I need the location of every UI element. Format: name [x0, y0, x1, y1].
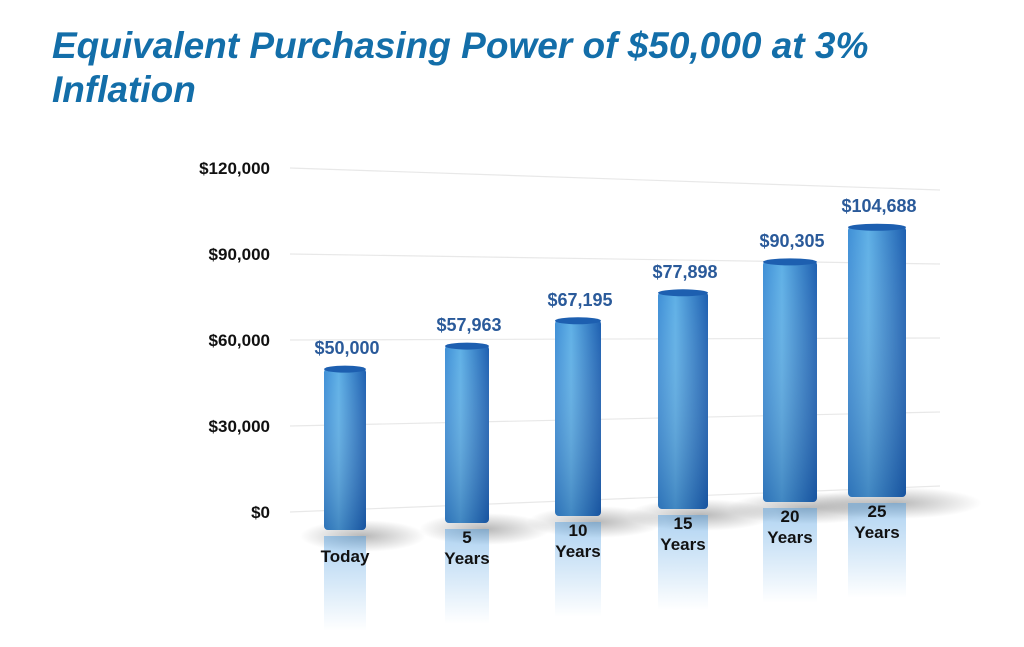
y-tick-label: $0 — [251, 503, 270, 522]
bar-shade — [445, 345, 489, 523]
bar-cap — [324, 365, 366, 373]
y-tick-label: $120,000 — [199, 159, 270, 178]
category-label: Years — [444, 549, 489, 568]
bar-cap — [555, 317, 601, 325]
bar-shade — [763, 260, 817, 502]
category-label: Years — [854, 523, 899, 542]
data-label: $67,195 — [547, 290, 612, 310]
category-label: 10 — [569, 521, 588, 540]
bars — [324, 223, 906, 530]
data-label: $104,688 — [841, 196, 916, 216]
category-label: Years — [555, 542, 600, 561]
bar-reflection — [763, 508, 817, 603]
bar-reflection — [555, 522, 601, 617]
category-label: 5 — [462, 528, 471, 547]
y-axis: $0 $30,000 $60,000 $90,000 $120,000 — [199, 159, 270, 522]
y-tick-label: $90,000 — [209, 245, 270, 264]
bar-shadows — [300, 487, 982, 631]
bar-reflection — [658, 515, 708, 610]
bar-shade — [324, 368, 366, 530]
slide-title: Equivalent Purchasing Power of $50,000 a… — [52, 25, 869, 110]
bar-reflection — [324, 536, 366, 631]
bar-shade — [555, 319, 601, 516]
category-label: 15 — [674, 514, 693, 533]
data-label: $57,963 — [436, 315, 501, 335]
y-tick-label: $60,000 — [209, 331, 270, 350]
gridline — [289, 253, 941, 265]
data-label: $90,305 — [759, 231, 824, 251]
category-label: 25 — [868, 502, 887, 521]
category-label: Years — [660, 535, 705, 554]
data-label: $77,898 — [652, 262, 717, 282]
gridline — [289, 411, 941, 427]
data-label: $50,000 — [314, 338, 379, 358]
data-labels: $50,000 $57,963 $67,195 $77,898 $90,305 $104,… — [314, 196, 916, 358]
category-label: Today — [321, 547, 370, 566]
gridline — [289, 485, 941, 513]
bar-reflection — [848, 503, 906, 598]
bar-shade — [658, 291, 708, 509]
x-axis: Today 5 Years 10 Years 15 Years 20 Years 25 Years — [321, 502, 900, 568]
bar-cap — [658, 289, 708, 297]
gridline — [289, 337, 941, 341]
category-label: Years — [767, 528, 812, 547]
bar-cap — [848, 223, 906, 231]
bar-reflection — [445, 529, 489, 624]
bar-cap — [445, 342, 489, 350]
bar-cap — [763, 258, 817, 266]
category-label: 20 — [781, 507, 800, 526]
y-tick-label: $30,000 — [209, 417, 270, 436]
bar-shade — [848, 226, 906, 497]
gridline — [289, 167, 941, 191]
gridlines — [289, 167, 941, 513]
